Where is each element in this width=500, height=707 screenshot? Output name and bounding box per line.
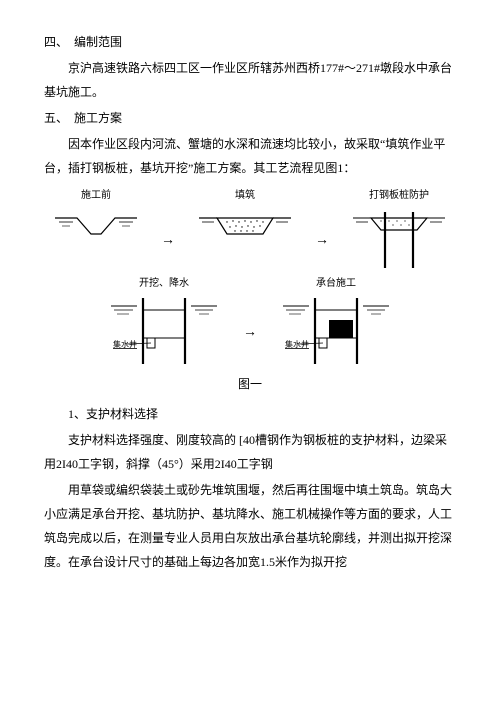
svg-text:集水井: 集水井 [285,339,309,349]
section-5-p2: 支护材料选择强度、刚度较高的 [40槽钢作为钢板桩的支护材料，边梁采用2I40工… [44,428,456,476]
stage-pile: 打钢板桩防护 [351,190,447,270]
arrow-1: → [157,227,179,255]
label-before: 施工前 [81,190,111,202]
arrow-3: → [239,319,261,347]
section-5-p1: 因本作业区段内河流、蟹塘的水深和流速均比较小，故采取“填筑作业平台，插打钢板桩，… [44,132,456,180]
process-diagram: 施工前 → 填筑 [44,190,456,396]
stage-fill: 填筑 [197,190,293,258]
section-4-heading: 四、 编制范围 [44,30,456,54]
stage-cap: 承台施工 集水井 [281,278,391,366]
label-pile: 打钢板桩防护 [369,190,429,202]
svg-pile [351,206,447,270]
diagram-row-1: 施工前 → 填筑 [44,190,456,270]
svg-text:集水井: 集水井 [113,339,137,349]
svg-cap: 集水井 [281,294,391,366]
label-fill: 填筑 [235,190,255,202]
diagram-row-2: 开挖、降水 集水井 [44,278,456,366]
arrow-2: → [311,227,333,255]
section-4-p1: 京沪高速铁路六标四工区一作业区所辖苏州西桥177#～271#墩段水中承台基坑施工… [44,56,456,104]
svg-fill [197,206,293,258]
label-excavate: 开挖、降水 [139,278,189,290]
section-5-p3: 用草袋或编织袋装土或砂先堆筑围堰，然后再往围堰中填土筑岛。筑岛大小应满足承台开挖… [44,478,456,574]
figure-caption: 图一 [44,372,456,396]
svg-before [53,206,139,258]
section-5-heading: 五、 施工方案 [44,106,456,130]
stage-excavate: 开挖、降水 集水井 [109,278,219,366]
svg-excavate: 集水井 [109,294,219,366]
stage-before: 施工前 [53,190,139,258]
subheading-1: 1、支护材料选择 [68,402,456,426]
label-cap: 承台施工 [316,278,356,290]
